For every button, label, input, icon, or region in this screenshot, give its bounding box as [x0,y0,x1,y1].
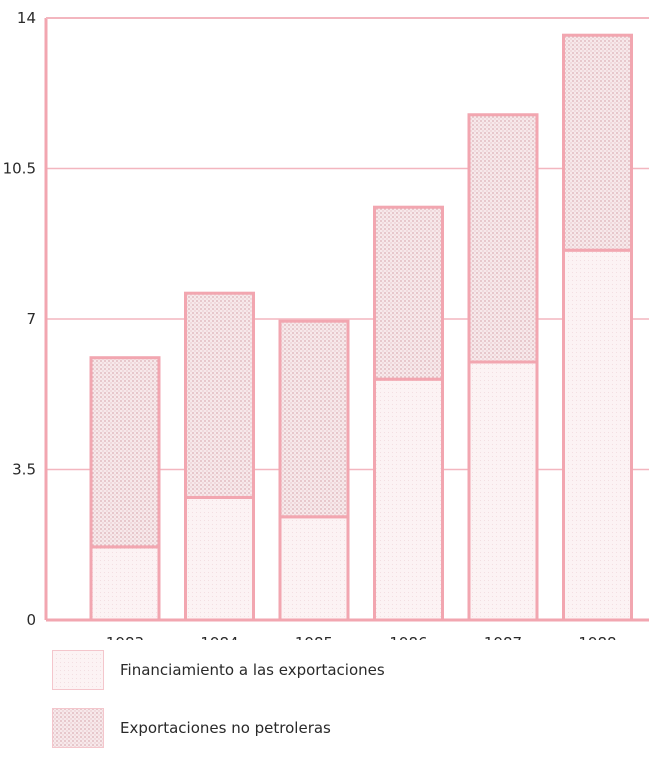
y-tick-label: 7 [26,310,36,328]
bar-exportaciones-1984 [184,291,255,499]
bar-financiamiento-1986 [373,377,444,622]
bar-exportaciones-1987 [467,113,539,364]
x-tick-label: 1986 [389,634,427,640]
y-tick-label: 3.5 [12,461,36,479]
legend-swatch-exportaciones [52,708,104,748]
x-tick-label: 1983 [106,634,144,640]
y-tick-label: 14 [17,9,36,27]
chart-canvas: 0 3.5 7 10.5 14 1983 1984 1985 1986 1987 1988 [3,9,649,640]
legend-item-exportaciones: Exportaciones no petroleras [52,706,385,750]
y-axis-tick-labels: 0 3.5 7 10.5 14 [3,9,36,629]
x-tick-label: 1985 [295,634,333,640]
legend: Financiamiento a las exportaciones Expor… [52,648,385,764]
bar-exportaciones-1988 [562,33,633,252]
bar-exportaciones-1986 [373,205,444,381]
bars [89,33,633,622]
bar-exportaciones-1983 [89,356,161,549]
x-axis-tick-labels: 1983 1984 1985 1986 1987 1988 [106,634,617,640]
y-tick-label: 0 [26,611,36,629]
x-tick-label: 1987 [484,634,522,640]
bar-financiamiento-1985 [278,515,350,622]
bar-financiamiento-1988 [562,248,633,622]
legend-label-exportaciones: Exportaciones no petroleras [120,719,331,737]
bar-financiamiento-1983 [89,545,161,622]
legend-item-financiamiento: Financiamiento a las exportaciones [52,648,385,692]
bar-financiamiento-1984 [184,495,255,622]
x-tick-label: 1988 [578,634,616,640]
bar-exportaciones-1985 [278,319,350,519]
bar-financiamiento-1987 [467,360,539,622]
y-tick-label: 10.5 [3,160,36,178]
x-tick-label: 1984 [200,634,238,640]
legend-swatch-financiamiento [52,650,104,690]
legend-label-financiamiento: Financiamiento a las exportaciones [120,661,385,679]
